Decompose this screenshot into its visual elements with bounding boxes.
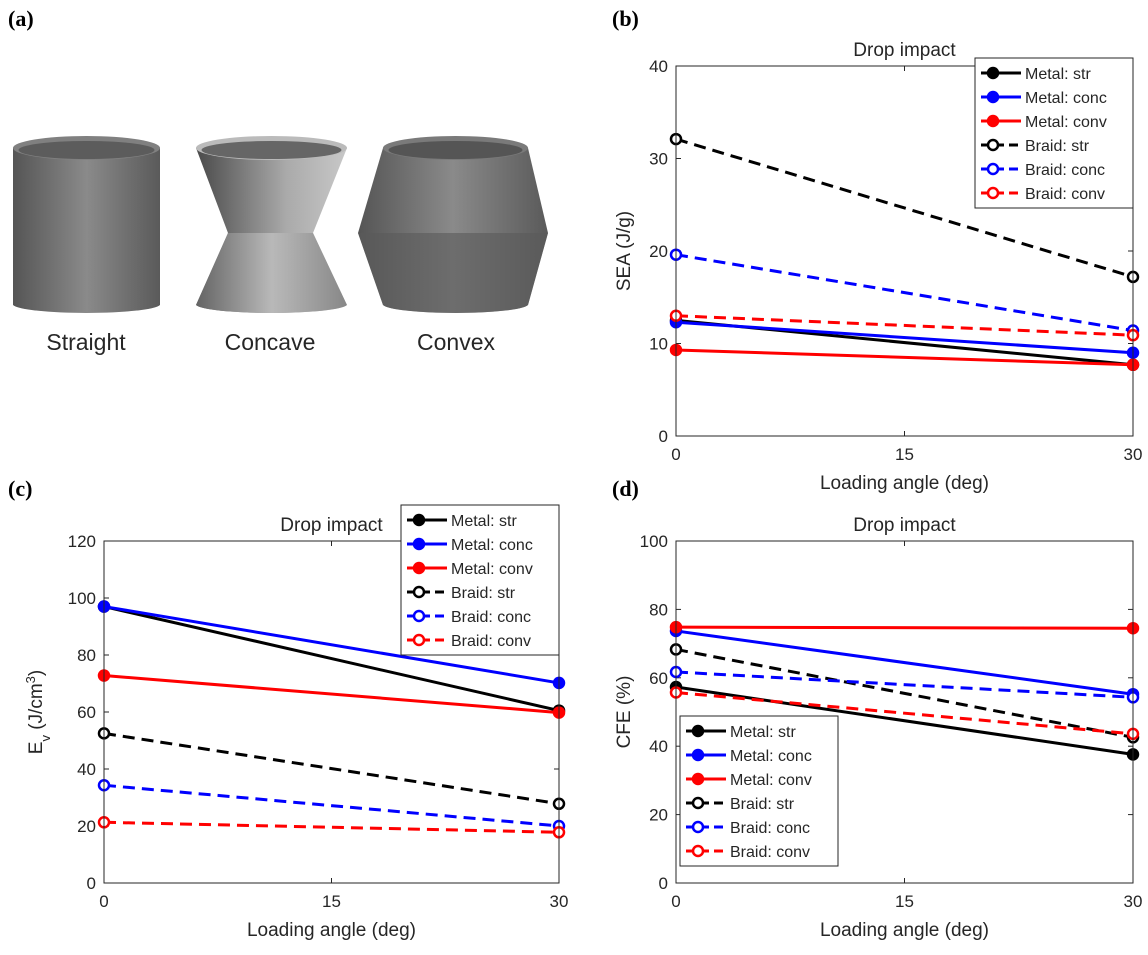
shape-label: Concave — [225, 329, 316, 355]
y-tick-label: 10 — [649, 335, 668, 354]
convex-shape — [358, 136, 548, 313]
legend-label: Braid: str — [451, 585, 516, 602]
y-tick-label: 60 — [649, 669, 668, 688]
legend-label: Metal: str — [1025, 66, 1091, 83]
y-tick-label: 100 — [640, 532, 668, 551]
legend-marker — [988, 188, 998, 198]
legend-label: Braid: conc — [730, 820, 810, 837]
y-tick-label: 40 — [77, 760, 96, 779]
legend-label: Metal: conc — [730, 748, 812, 765]
legend-marker — [693, 774, 703, 784]
panel-a: (a) Straight Concave Convex — [8, 6, 548, 355]
panel-label: (a) — [8, 6, 34, 31]
legend-marker — [988, 116, 998, 126]
y-tick-label: 0 — [659, 427, 668, 446]
legend-marker — [414, 587, 424, 597]
y-tick-label: 20 — [77, 817, 96, 836]
x-tick-label: 15 — [895, 445, 914, 464]
y-tick-label: 20 — [649, 242, 668, 261]
legend-marker — [414, 563, 424, 573]
legend-marker — [414, 515, 424, 525]
shape-label: Convex — [417, 329, 495, 355]
x-tick-label: 30 — [550, 892, 569, 911]
figure: (a) Straight Concave Convex (b) Drop impa… — [0, 0, 1148, 950]
x-axis-label: Loading angle (deg) — [247, 920, 416, 941]
legend-label: Braid: conv — [451, 633, 531, 650]
y-axis-label-part: 3 — [23, 676, 38, 683]
y-tick-label: 40 — [649, 57, 668, 76]
legend-marker — [414, 539, 424, 549]
x-tick-label: 0 — [671, 445, 680, 464]
legend-marker — [988, 92, 998, 102]
x-tick-label: 0 — [99, 892, 108, 911]
legend-label: Braid: conc — [1025, 162, 1105, 179]
series-line — [676, 627, 1133, 628]
legend-label: Braid: conc — [451, 609, 531, 626]
legend-label: Braid: conv — [1025, 186, 1105, 203]
legend-marker — [988, 164, 998, 174]
y-tick-label: 30 — [649, 150, 668, 169]
legend-label: Braid: str — [730, 796, 795, 813]
panel-label: (d) — [612, 476, 639, 501]
x-axis-label: Loading angle (deg) — [820, 920, 989, 941]
y-axis-label-part: ) — [26, 670, 47, 676]
y-tick-label: 0 — [87, 874, 96, 893]
y-tick-label: 0 — [659, 874, 668, 893]
panel-label: (c) — [8, 476, 32, 501]
legend-marker — [414, 635, 424, 645]
legend-label: Braid: conv — [730, 844, 810, 861]
legend-label: Metal: str — [451, 513, 517, 530]
chart-title: Drop impact — [280, 515, 383, 536]
legend-label: Metal: conc — [1025, 90, 1107, 107]
x-tick-label: 0 — [671, 892, 680, 911]
y-tick-label: 80 — [649, 600, 668, 619]
y-axis-label: CFE (%) — [614, 676, 635, 749]
x-tick-label: 30 — [1124, 445, 1143, 464]
y-axis-label: SEA (J/g) — [614, 211, 635, 291]
legend-marker — [693, 798, 703, 808]
y-axis-label-part: (J/cm — [26, 683, 47, 735]
shape-label: Straight — [46, 329, 126, 355]
legend-label: Metal: str — [730, 724, 796, 741]
straight-shape — [13, 136, 160, 313]
legend-marker — [693, 846, 703, 856]
legend-marker — [988, 68, 998, 78]
x-axis-label: Loading angle (deg) — [820, 473, 989, 494]
y-tick-label: 80 — [77, 646, 96, 665]
chart-title: Drop impact — [853, 40, 956, 61]
legend-label: Metal: conc — [451, 537, 533, 554]
x-tick-label: 15 — [895, 892, 914, 911]
y-tick-label: 20 — [649, 806, 668, 825]
x-tick-label: 30 — [1124, 892, 1143, 911]
legend-marker — [693, 822, 703, 832]
legend-label: Metal: conv — [730, 772, 812, 789]
legend-marker — [693, 750, 703, 760]
x-tick-label: 15 — [322, 892, 341, 911]
y-axis-label-part: E — [26, 742, 47, 755]
y-tick-label: 60 — [77, 703, 96, 722]
legend-marker — [693, 726, 703, 736]
legend-label: Metal: conv — [451, 561, 533, 578]
concave-shape — [196, 136, 347, 313]
y-axis-label: Ev (J/cm3) — [23, 670, 53, 754]
legend-marker — [414, 611, 424, 621]
chart-title: Drop impact — [853, 515, 956, 536]
legend-label: Metal: conv — [1025, 114, 1107, 131]
y-tick-label: 40 — [649, 737, 668, 756]
legend-marker — [988, 140, 998, 150]
legend-label: Braid: str — [1025, 138, 1090, 155]
y-tick-label: 100 — [68, 589, 96, 608]
y-tick-label: 120 — [68, 532, 96, 551]
panel-label: (b) — [612, 6, 639, 31]
